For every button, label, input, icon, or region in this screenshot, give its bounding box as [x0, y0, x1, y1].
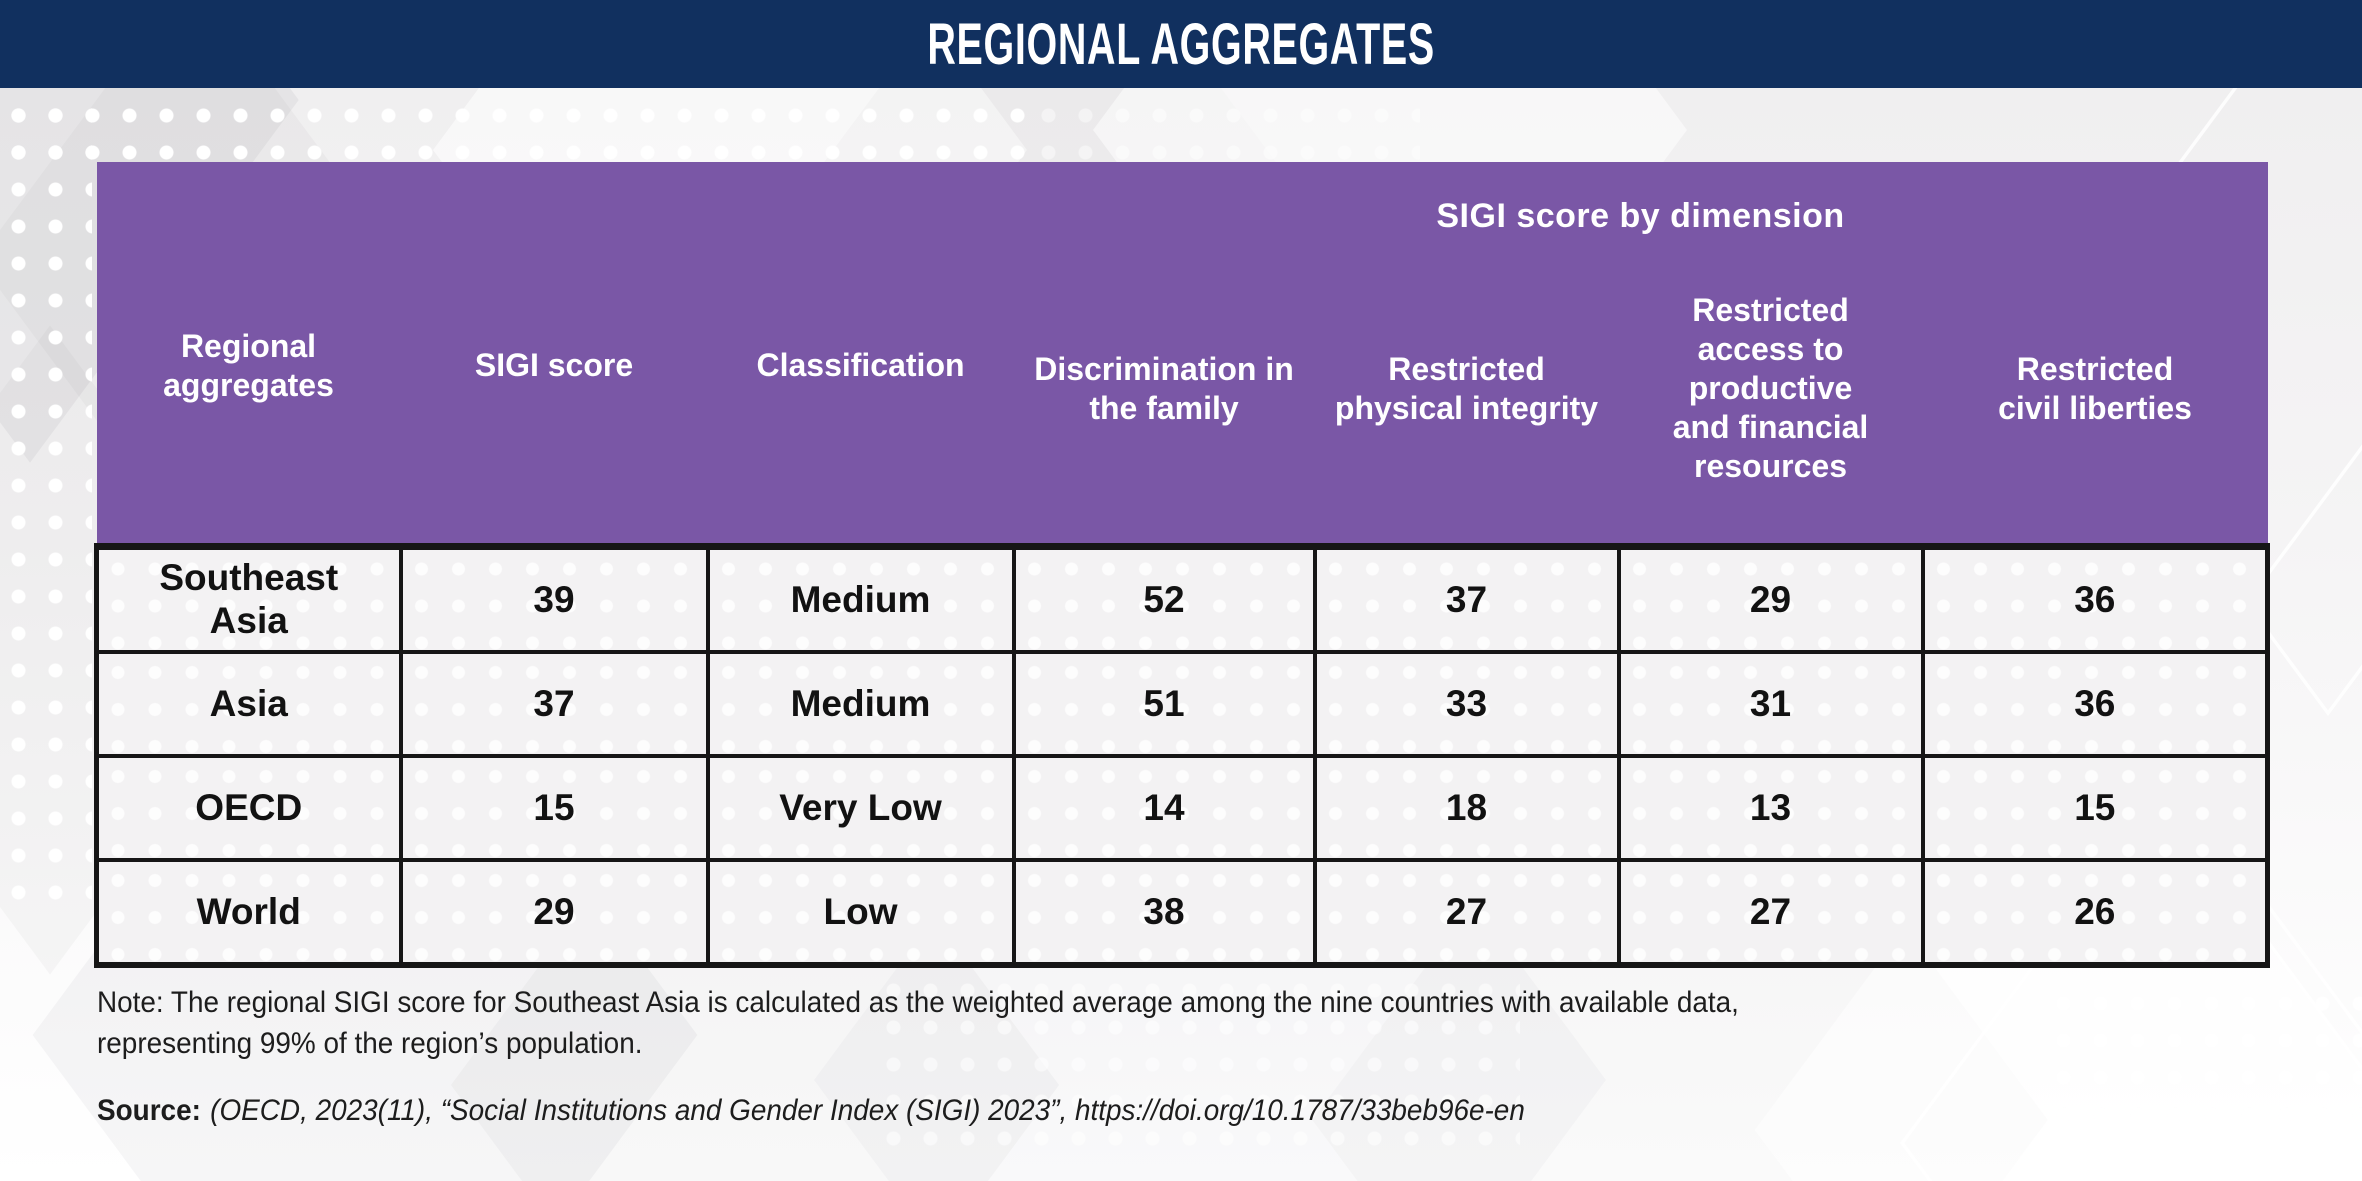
table-cell: 36 [1920, 543, 2271, 654]
header-row-group: Regional aggregates SIGI score Classific… [96, 162, 2268, 547]
table-cell: 26 [1920, 858, 2271, 968]
dot-pattern [0, 97, 92, 909]
table-cell: Very Low [705, 754, 1016, 862]
col-header-access-resources: Restricted access to productive and fina… [1618, 270, 1923, 547]
table-cell: 51 [1011, 650, 1317, 758]
region-cell: Asia [94, 650, 403, 758]
source-citation: (OECD, 2023(11), “Social Institutions an… [210, 1094, 1525, 1127]
table-cell: 15 [1920, 754, 2271, 862]
table-cell: 13 [1616, 754, 1925, 862]
table-cell: 36 [1920, 650, 2271, 758]
region-cell: OECD [94, 754, 403, 862]
table-cell: 27 [1312, 858, 1621, 968]
table-cell: 29 [398, 858, 710, 968]
table-cell: 29 [1616, 543, 1925, 654]
table-cell: 15 [398, 754, 710, 862]
group-header-sigi-by-dimension: SIGI score by dimension [1013, 162, 2268, 270]
col-header-classification: Classification [707, 162, 1014, 547]
table-cell: 33 [1312, 650, 1621, 758]
table-cell: 37 [1312, 543, 1621, 654]
table-row-asia: Asia 37 Medium 51 33 31 36 [94, 650, 2271, 758]
page-title: REGIONAL AGGREGATES [927, 11, 1435, 77]
table-row-world: World 29 Low 38 27 27 26 [94, 858, 2271, 968]
region-cell: World [94, 858, 403, 968]
col-header-regional-aggregates: Regional aggregates [96, 162, 401, 547]
note-line-1: Note: The regional SIGI score for Southe… [97, 986, 1739, 1019]
dot-pattern [875, 935, 1520, 1160]
table-cell: 18 [1312, 754, 1621, 862]
note-text: Note: The regional SIGI score for Southe… [97, 982, 1920, 1064]
source-label: Source: [97, 1094, 201, 1127]
col-header-civil-liberties: Restricted civil liberties [1922, 270, 2268, 547]
table-cell: 14 [1011, 754, 1317, 862]
regional-aggregates-table: Regional aggregates SIGI score Classific… [94, 162, 2271, 968]
table-cell: 52 [1011, 543, 1317, 654]
table-cell: Medium [705, 543, 1016, 654]
table-cell: 37 [398, 650, 710, 758]
table-cell: Low [705, 858, 1016, 968]
dot-pattern [0, 97, 1030, 163]
dot-pattern [2045, 985, 2362, 1181]
title-bar: REGIONAL AGGREGATES [0, 0, 2362, 88]
table-cell: 27 [1616, 858, 1925, 968]
table-cell: 39 [398, 543, 710, 654]
table-cell: 38 [1011, 858, 1317, 968]
note-line-2: representing 99% of the region’s populat… [97, 1027, 643, 1060]
table-cell: 31 [1616, 650, 1925, 758]
region-cell: Southeast Asia [94, 543, 403, 654]
table-cell: Medium [705, 650, 1016, 758]
col-header-sigi-score: SIGI score [400, 162, 708, 547]
source-line: Source: (OECD, 2023(11), “Social Institut… [97, 1094, 1525, 1128]
dot-pattern [1030, 97, 1420, 163]
header-row-dimensions: Discrimination in the family Restricted … [97, 270, 2268, 547]
col-header-physical-integrity: Restricted physical integrity [1314, 270, 1619, 547]
table-row-southeast-asia: Southeast Asia 39 Medium 52 37 29 36 [94, 543, 2271, 654]
table-row-oecd: OECD 15 Very Low 14 18 13 15 [94, 754, 2271, 862]
col-header-discrimination-family: Discrimination in the family [1013, 270, 1315, 547]
